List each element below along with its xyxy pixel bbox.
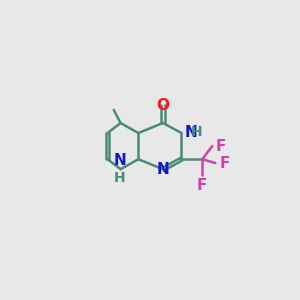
Text: F: F — [197, 178, 207, 193]
Text: H: H — [191, 125, 202, 139]
Text: N: N — [113, 153, 126, 168]
Text: O: O — [157, 98, 169, 113]
Text: F: F — [216, 139, 226, 154]
Text: F: F — [219, 155, 230, 170]
Text: H: H — [114, 171, 126, 185]
Text: N: N — [184, 125, 197, 140]
Text: N: N — [157, 162, 169, 177]
